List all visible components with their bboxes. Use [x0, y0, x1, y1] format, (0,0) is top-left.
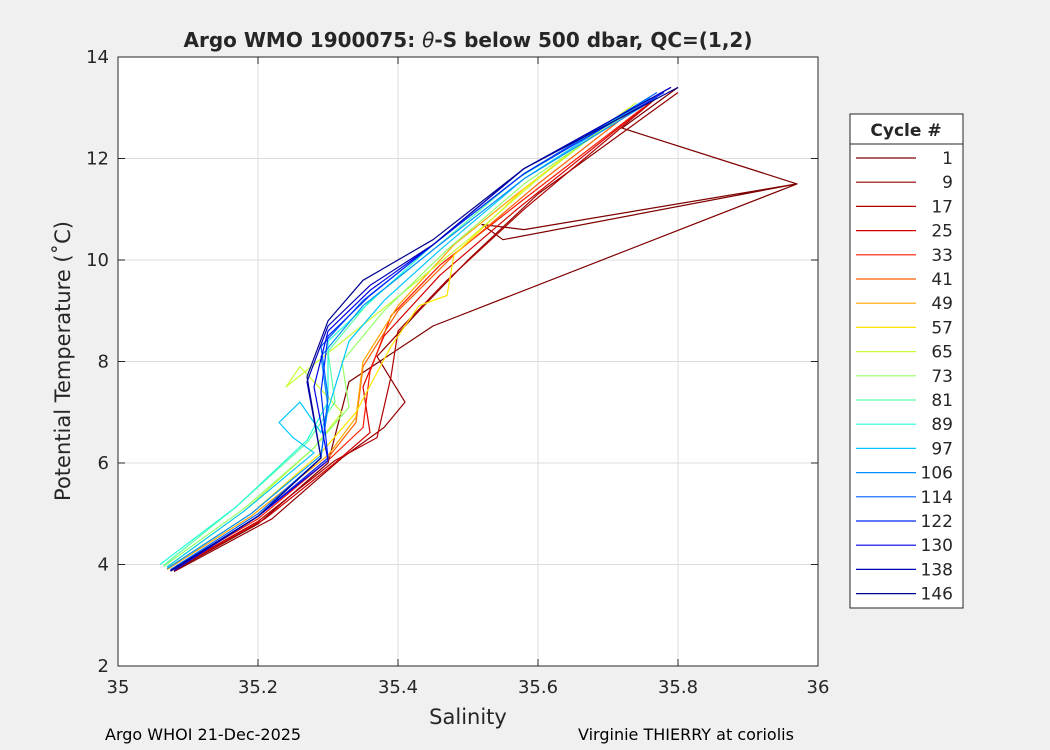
x-axis-label: Salinity [429, 705, 507, 729]
chart-title: Argo WMO 1900075: θ-S below 500 dbar, QC… [184, 28, 753, 52]
legend-label-57: 57 [931, 318, 953, 338]
legend-label-81: 81 [931, 391, 953, 411]
series-line-cycle-97 [166, 97, 651, 568]
legend-label-33: 33 [931, 246, 953, 266]
y-tick-label: 2 [98, 656, 109, 677]
legend-label-9: 9 [942, 173, 953, 193]
y-axis-label: Potential Temperature (˚C) [51, 221, 75, 501]
y-tick-label: 14 [86, 47, 109, 68]
legend-label-25: 25 [931, 222, 953, 242]
legend-label-130: 130 [921, 536, 953, 556]
series-line-cycle-146 [170, 86, 679, 572]
series-line-cycle-17 [170, 97, 658, 572]
x-tick-label: 35 [107, 677, 130, 698]
legend-box [849, 113, 964, 609]
legend-label-49: 49 [931, 294, 953, 314]
x-tick-label: 36 [807, 677, 830, 698]
footer-right-text: Virginie THIERRY at coriolis [578, 725, 794, 744]
x-tick-label: 35.8 [658, 677, 698, 698]
legend-label-138: 138 [921, 560, 953, 580]
legend-title: Cycle # [870, 121, 941, 141]
series-line-cycle-73 [163, 102, 644, 567]
x-tick-label: 35.4 [378, 677, 418, 698]
series-line-cycle-25 [173, 102, 651, 571]
legend-label-65: 65 [931, 343, 953, 363]
y-tick-label: 10 [86, 250, 109, 271]
series-line-cycle-65 [166, 102, 637, 568]
y-tick-label: 4 [98, 555, 109, 576]
legend-label-1: 1 [942, 149, 953, 169]
legend-items: 1 9 17 25 33 41 49 57 65 73 81 89 97 106 114 122 130 138 1… [856, 149, 953, 605]
legend-label-146: 146 [921, 585, 953, 605]
legend-label-89: 89 [931, 415, 953, 435]
legend: Cycle # 1 9 17 25 33 41 49 57 65 73 81 89 97 106 114 12… [849, 113, 964, 609]
x-tick-label: 35.2 [238, 677, 278, 698]
legend-label-41: 41 [931, 270, 953, 290]
axis-ticks: 35 35.2 35.4 35.6 35.8 36 2 4 6 8 10 12 14 [86, 47, 829, 698]
y-tick-label: 6 [98, 453, 109, 474]
series-lines [159, 86, 798, 573]
legend-label-122: 122 [921, 512, 953, 532]
series-line-cycle-1 [173, 86, 798, 572]
y-tick-label: 8 [98, 352, 109, 373]
series-line-cycle-122 [170, 91, 665, 572]
y-tick-label: 12 [86, 149, 109, 170]
legend-label-73: 73 [931, 367, 953, 387]
footer-left-text: Argo WHOI 21-Dec-2025 [105, 725, 302, 744]
series-line-cycle-49 [166, 107, 630, 571]
legend-label-97: 97 [931, 439, 953, 459]
x-tick-label: 35.6 [518, 677, 558, 698]
legend-label-106: 106 [921, 464, 953, 484]
series-line-cycle-33 [170, 107, 644, 571]
legend-label-114: 114 [921, 488, 953, 508]
series-line-cycle-106 [166, 97, 658, 570]
legend-label-17: 17 [931, 197, 953, 217]
